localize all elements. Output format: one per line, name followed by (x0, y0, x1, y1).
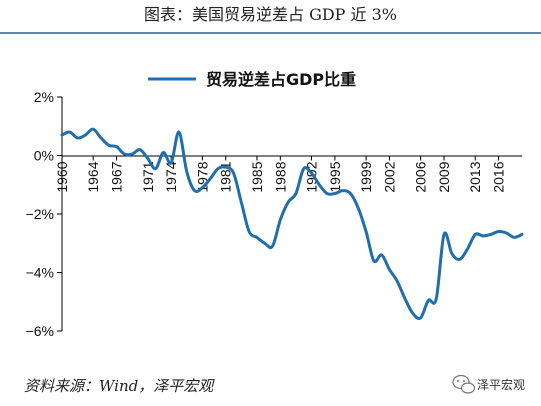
x-tick-label: 2006 (413, 161, 429, 192)
watermark: 泽平宏观 (452, 374, 525, 394)
x-tick-label: 1985 (249, 161, 265, 192)
page-title: 图表：美国贸易逆差占 GDP 近 3% (144, 5, 397, 24)
x-tick-label: 1999 (358, 161, 374, 192)
x-tick-label: 1995 (327, 161, 343, 192)
x-tick-label: 1988 (272, 161, 288, 192)
watermark-text: 泽平宏观 (477, 377, 525, 392)
legend-label: 贸易逆差占GDP比重 (206, 70, 356, 89)
y-ticks: 2% 0% −2% −4% −6% (26, 89, 62, 339)
x-tick-label: 2016 (491, 161, 507, 192)
x-ticks: 1960 1964 1967 1971 1974 1978 1981 1985 1988 1992… (54, 155, 507, 193)
x-tick-label: 1964 (85, 161, 101, 192)
y-tick-label: −6% (26, 323, 54, 339)
x-tick-label: 1992 (303, 161, 319, 192)
x-tick-label: 2002 (381, 161, 397, 192)
y-tick-label: 0% (34, 148, 54, 164)
x-tick-label: 1971 (140, 161, 156, 192)
x-tick-label: 1960 (54, 161, 70, 192)
series-line (60, 127, 524, 321)
y-tick-label: 2% (34, 89, 54, 105)
x-tick-label: 1967 (109, 161, 125, 192)
y-tick-label: −2% (26, 206, 54, 222)
x-tick-label: 2009 (436, 161, 452, 192)
source-note: 资料来源：Wind，泽平宏观 (24, 377, 215, 395)
x-tick-label: 2013 (467, 161, 483, 192)
y-tick-label: −4% (26, 265, 54, 281)
x-tick-label: 1974 (163, 161, 179, 192)
wechat-icon (452, 374, 476, 394)
